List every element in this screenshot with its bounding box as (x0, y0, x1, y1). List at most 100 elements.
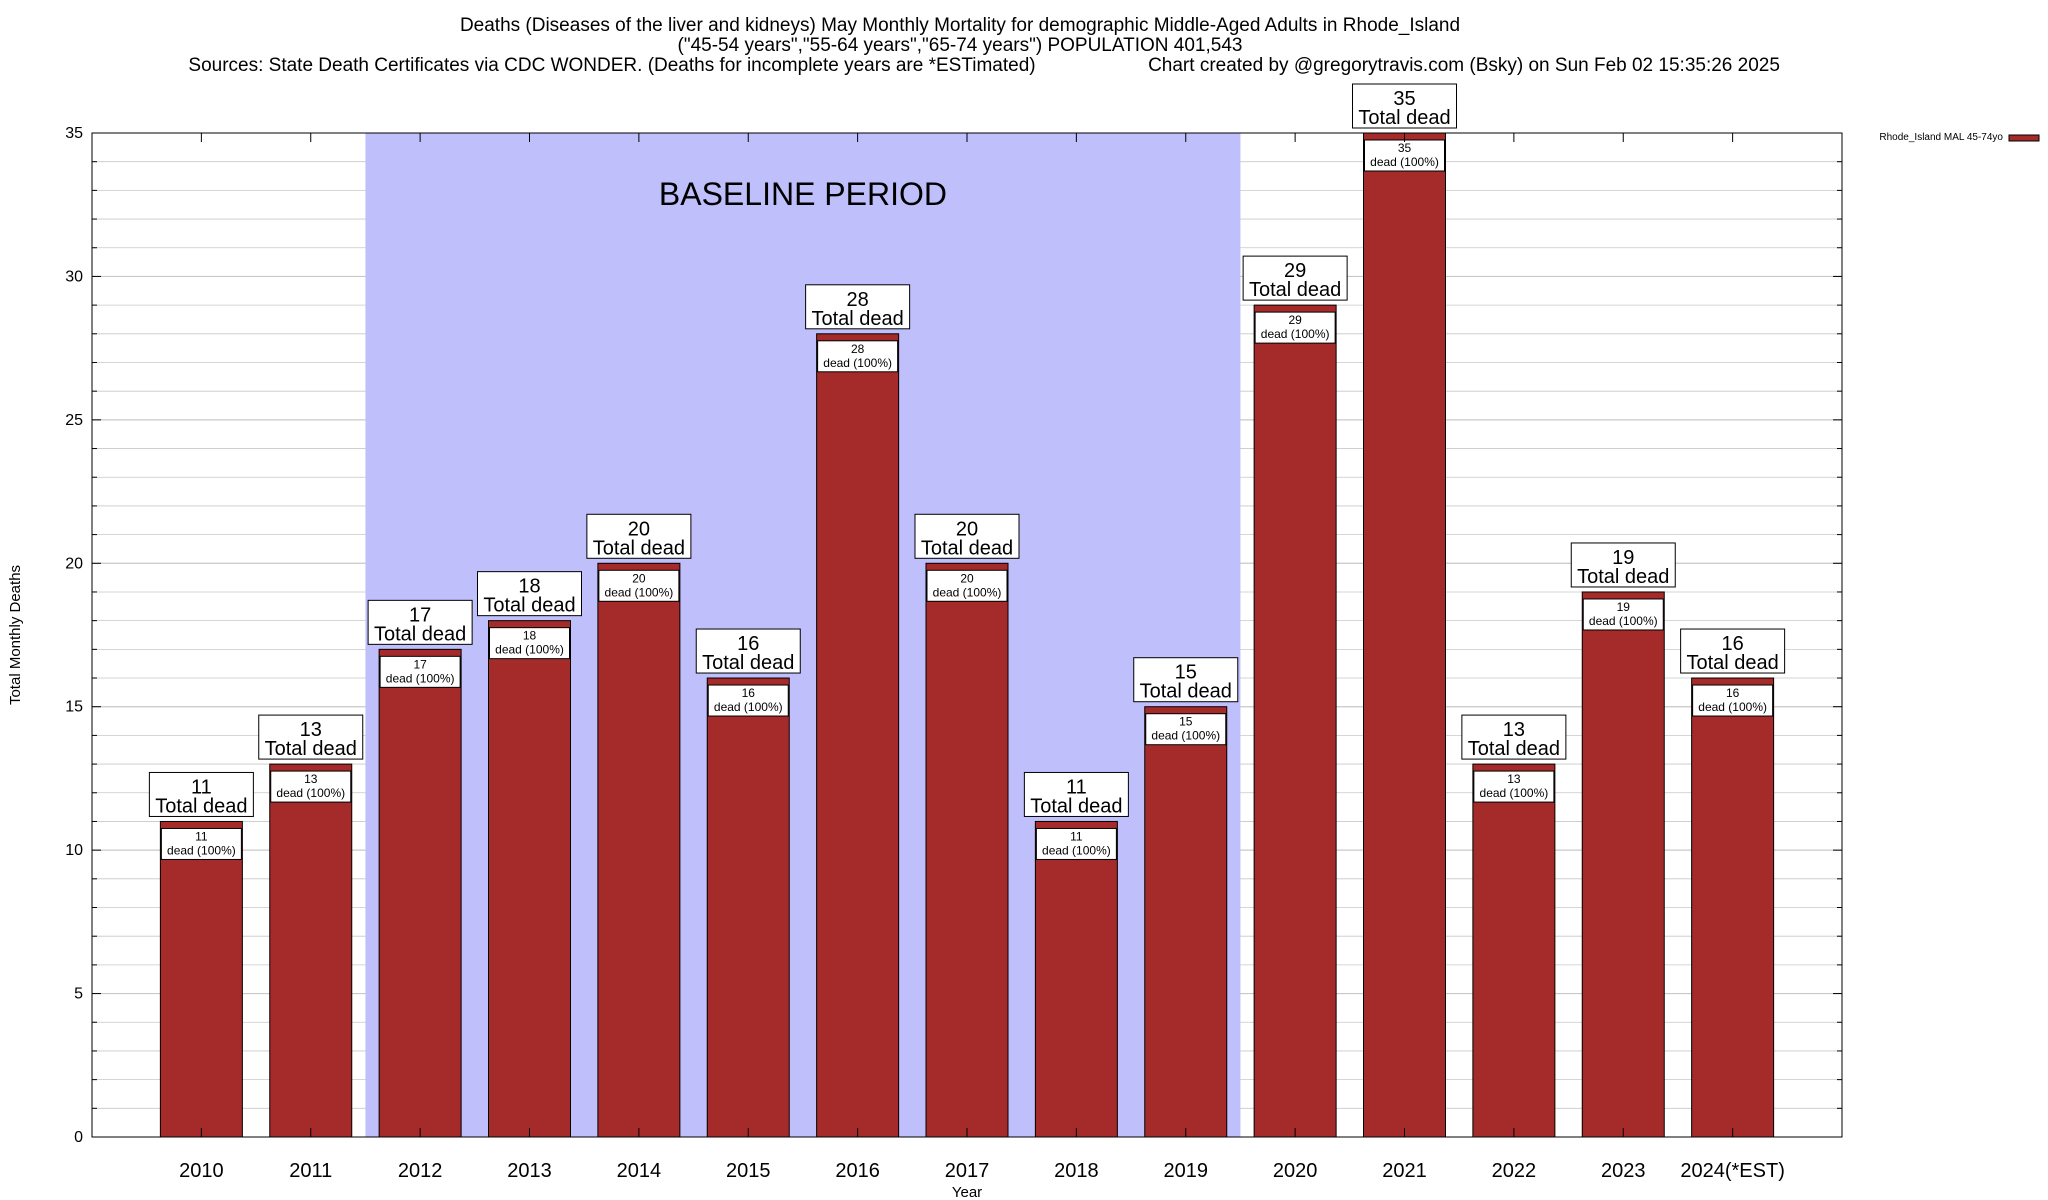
x-tick-label: 2022 (1492, 1160, 1537, 1182)
bar-total-text: Total dead (921, 537, 1013, 559)
bar-inner-label-box (817, 340, 899, 373)
bar-inner-text: dead (100%) (1151, 729, 1220, 743)
bar (159, 820, 243, 1138)
bar-inner-label-box (1254, 311, 1336, 344)
bar-total-value: 19 (1612, 547, 1634, 569)
bar-inner-value: 17 (413, 657, 427, 671)
bar-inner-text: dead (100%) (1261, 327, 1330, 341)
bar-total-value: 17 (409, 604, 431, 626)
x-tick-label: 2024(*EST) (1680, 1160, 1785, 1182)
bar (1581, 591, 1665, 1138)
bar-inner-label-box (160, 827, 242, 860)
y-tick-label: 0 (74, 1129, 83, 1146)
x-tick-label: 2011 (289, 1160, 332, 1182)
bar-inner-text: dead (100%) (1698, 700, 1767, 714)
bar (1363, 132, 1446, 1138)
bar-total-value: 16 (1722, 633, 1744, 655)
bar-total-value: 18 (518, 576, 540, 598)
bar-inner-text: dead (100%) (1480, 786, 1549, 800)
bar (488, 620, 571, 1138)
bar-inner-value: 20 (632, 571, 646, 585)
x-tick-label: 2021 (1382, 1160, 1427, 1182)
bar-inner-text: dead (100%) (1042, 843, 1111, 857)
bar (706, 677, 790, 1138)
bar-total-label-box (148, 771, 254, 817)
bar-inner-text: dead (100%) (495, 643, 564, 657)
bar-total-value: 29 (1284, 260, 1306, 282)
bar (597, 562, 681, 1138)
bar-inner-text: dead (100%) (167, 843, 236, 857)
bar (1034, 820, 1118, 1138)
bar-total-text: Total dead (155, 795, 247, 817)
y-tick-label: 35 (65, 125, 83, 142)
bar-total-label-box (1133, 657, 1239, 703)
bar-total-label-box (1352, 83, 1457, 129)
bar-inner-text: dead (100%) (823, 356, 892, 370)
bar-inner-label-box (270, 770, 352, 803)
bar-total-label-box (586, 513, 692, 559)
y-tick-label: 25 (65, 412, 83, 429)
bar-total-text: Total dead (1358, 107, 1450, 129)
bar-total-label-box (1570, 542, 1676, 588)
bar-total-text: Total dead (811, 308, 903, 330)
legend: Rhode_Island MAL 45-74yo (1879, 132, 2040, 143)
bar (269, 763, 353, 1138)
bar-total-value: 11 (1066, 776, 1087, 798)
bar-total-label-box (258, 714, 364, 760)
chart-title: Deaths (Diseases of the liver and kidney… (188, 15, 1780, 76)
bar-inner-value: 20 (960, 571, 974, 585)
bar-total-value: 28 (847, 289, 869, 311)
bar-inner-text: dead (100%) (605, 585, 674, 599)
bar-inner-value: 29 (1288, 313, 1302, 327)
bar-total-label-box (1680, 628, 1786, 674)
x-tick-label: 2014 (617, 1160, 662, 1182)
y-tick-label: 5 (74, 986, 83, 1003)
bar-total-text: Total dead (1140, 681, 1232, 703)
bar (378, 648, 462, 1138)
bar-total-text: Total dead (1577, 566, 1669, 588)
bar (1691, 677, 1775, 1138)
bar-total-value: 20 (956, 518, 978, 540)
legend-label: Rhode_Island MAL 45-74yo (1879, 132, 2003, 143)
y-tick-label: 30 (65, 268, 83, 285)
bar-total-label-box (695, 628, 801, 674)
bar-inner-label-box (379, 655, 461, 688)
bar (1144, 706, 1228, 1138)
x-tick-label: 2012 (398, 1160, 443, 1182)
bar-inner-value: 35 (1398, 141, 1412, 155)
bar-total-label-box (914, 513, 1020, 559)
bar-total-text: Total dead (1686, 652, 1778, 674)
bar-total-text: Total dead (1468, 738, 1560, 760)
y-tick-label: 20 (65, 555, 83, 572)
bar-inner-value: 18 (523, 629, 537, 643)
bar-inner-value: 13 (304, 772, 318, 786)
x-axis-title: Year (952, 1184, 982, 1200)
bar-inner-value: 11 (1070, 829, 1083, 843)
y-axis: 0 5 10 15 20 25 30 35 (65, 125, 1842, 1146)
y-axis-title: Total Monthly Deaths (7, 565, 24, 705)
bar-inner-value: 13 (1507, 772, 1521, 786)
bar-total-value: 15 (1175, 662, 1197, 684)
bar-total-value: 13 (1503, 719, 1525, 741)
bar-inner-text: dead (100%) (386, 671, 455, 685)
bar-inner-label-box (1145, 713, 1227, 746)
x-tick-label: 2015 (726, 1160, 771, 1182)
y-tick-label: 15 (65, 699, 83, 716)
bar (816, 333, 900, 1138)
title-line-1: Deaths (Diseases of the liver and kidney… (460, 15, 1460, 36)
x-tick-label: 2010 (179, 1160, 224, 1182)
bar-total-text: Total dead (702, 652, 794, 674)
title-line-2: ("45-54 years","55-64 years","65-74 year… (678, 35, 1243, 56)
bar-inner-label-box (707, 684, 789, 717)
bar-total-value: 35 (1393, 88, 1415, 110)
x-tick-label: 2017 (945, 1160, 990, 1182)
x-tick-label: 2020 (1273, 1160, 1318, 1182)
bar-inner-label-box (1473, 770, 1555, 803)
legend-swatch (2008, 134, 2040, 142)
bar-inner-value: 15 (1179, 715, 1193, 729)
title-line-4: Chart created by @gregorytravis.com (Bsk… (1148, 55, 1780, 76)
bar-inner-text: dead (100%) (1370, 155, 1439, 169)
bar-total-label-box (805, 284, 911, 330)
bar-inner-label-box (1692, 684, 1774, 717)
